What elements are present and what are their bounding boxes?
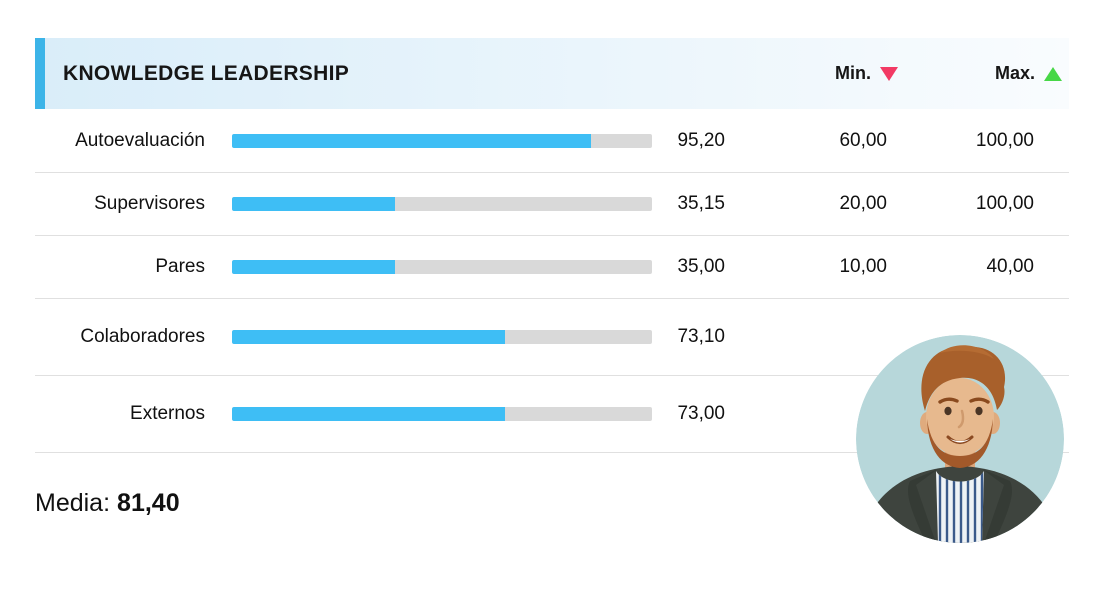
row-value: 73,10 bbox=[677, 326, 725, 347]
row-label: Autoevaluación bbox=[75, 129, 205, 151]
row-max: 100,00 bbox=[975, 193, 1034, 214]
bar-fill bbox=[232, 197, 395, 211]
row-value: 95,20 bbox=[677, 129, 725, 151]
min-label: Min. bbox=[835, 63, 871, 83]
row-max: 40,00 bbox=[986, 256, 1034, 277]
score-table: Autoevaluación 95,20 60,00 100,00 Superv… bbox=[35, 109, 1069, 453]
header-accent-bar bbox=[35, 38, 45, 109]
row-value: 35,00 bbox=[677, 256, 725, 277]
bar-fill bbox=[232, 260, 395, 274]
row-label: Colaboradores bbox=[80, 326, 205, 347]
avatar bbox=[856, 335, 1064, 543]
column-header-min[interactable]: Min. bbox=[733, 63, 898, 84]
row-value: 35,15 bbox=[677, 193, 725, 214]
man-portrait-illustration bbox=[856, 335, 1064, 543]
row-min: 20,00 bbox=[839, 193, 887, 214]
triangle-up-icon bbox=[1044, 66, 1062, 81]
row-min: 10,00 bbox=[839, 256, 887, 277]
bar-fill bbox=[232, 330, 505, 344]
row-max: 100,00 bbox=[975, 129, 1034, 151]
mean-score: Media: 81,40 bbox=[35, 489, 180, 518]
max-label: Max. bbox=[994, 63, 1035, 83]
table-row: Colaboradores 73,10 bbox=[35, 299, 1069, 376]
row-label: Externos bbox=[130, 403, 205, 424]
bar-fill bbox=[232, 407, 505, 421]
report-header: KNOWLEDGE LEADERSHIP Min. Max. bbox=[35, 38, 1069, 109]
bar-track bbox=[232, 133, 652, 148]
row-min: 60,00 bbox=[839, 129, 887, 151]
bar-track bbox=[232, 197, 652, 211]
column-header-max[interactable]: Max. bbox=[898, 63, 1069, 84]
row-value: 73,00 bbox=[677, 403, 725, 424]
triangle-down-icon bbox=[880, 66, 898, 81]
row-label: Pares bbox=[155, 256, 205, 277]
bar-track bbox=[232, 330, 652, 344]
bar-track bbox=[232, 407, 652, 421]
bar-fill bbox=[232, 133, 592, 148]
bar-track bbox=[232, 260, 652, 274]
row-label: Supervisores bbox=[94, 193, 205, 214]
table-row: Pares 35,00 10,00 40,00 bbox=[35, 236, 1069, 299]
page-title: KNOWLEDGE LEADERSHIP bbox=[63, 61, 350, 85]
table-row: Supervisores 35,15 20,00 100,00 bbox=[35, 173, 1069, 236]
mean-value: 81,40 bbox=[117, 489, 180, 517]
table-row: Autoevaluación 95,20 60,00 100,00 bbox=[35, 109, 1069, 173]
table-row: Externos 73,00 bbox=[35, 376, 1069, 453]
mean-label: Media: bbox=[35, 489, 111, 517]
